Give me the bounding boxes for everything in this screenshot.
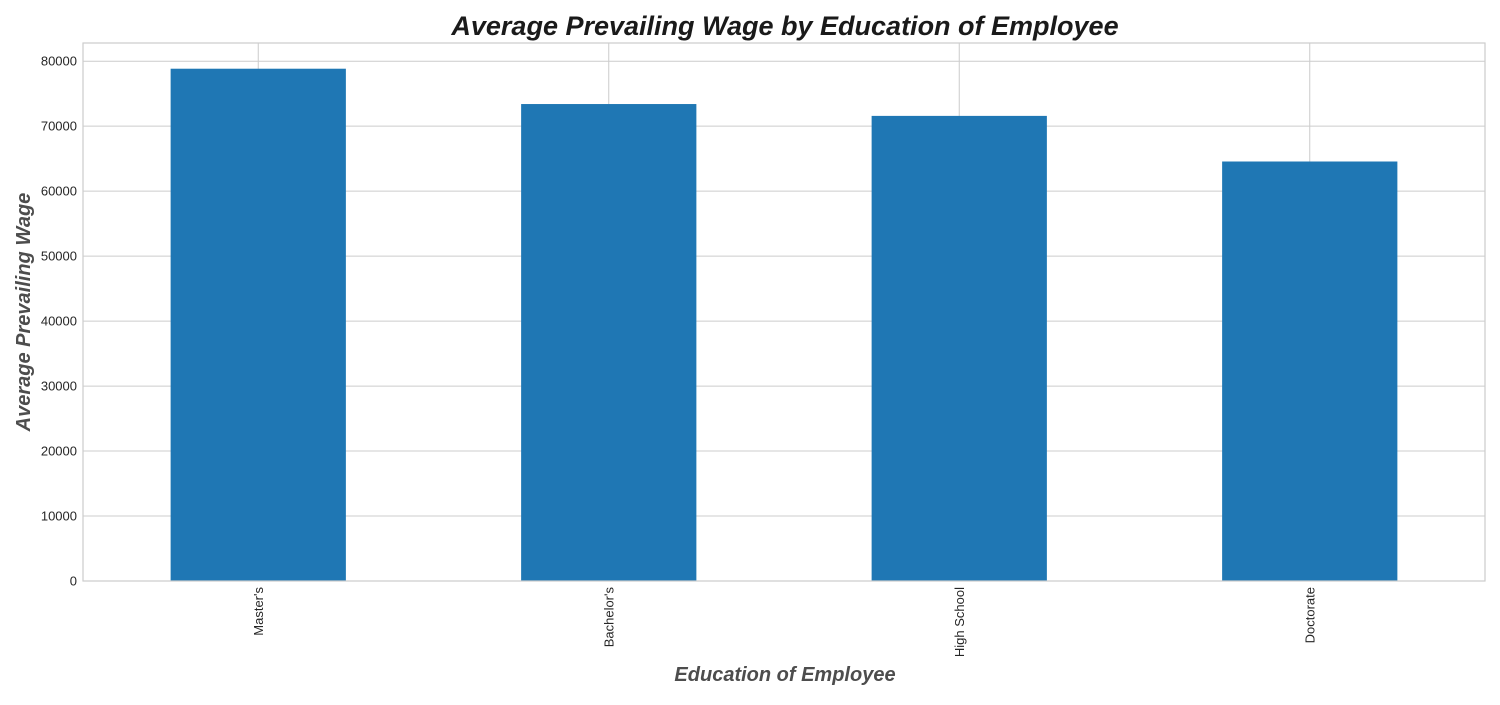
x-axis-title: Education of Employee — [674, 664, 895, 686]
y-tick-label: 80000 — [41, 54, 77, 69]
y-tick-label: 10000 — [41, 509, 77, 524]
y-tick-label: 40000 — [41, 314, 77, 329]
x-tick-label: Bachelor's — [601, 587, 616, 648]
x-tick-label: Doctorate — [1302, 587, 1317, 643]
bar — [871, 115, 1047, 582]
bar — [1222, 161, 1398, 582]
x-tick-label: Master's — [251, 587, 266, 636]
y-tick-labels: 0 10000 20000 30000 40000 50000 60000 70000 8000… — [41, 54, 77, 589]
y-tick-label: 70000 — [41, 119, 77, 134]
x-tick-labels: Master's Bachelor's High School Doctorate — [251, 587, 1318, 658]
y-tick-label: 30000 — [41, 379, 77, 394]
y-tick-label: 50000 — [41, 249, 77, 264]
y-tick-label: 20000 — [41, 444, 77, 459]
chart-title: Average Prevailing Wage by Education of … — [450, 11, 1118, 41]
y-tick-label: 60000 — [41, 184, 77, 199]
bar — [521, 104, 697, 582]
plot-frame — [82, 42, 1486, 582]
x-tick-label: High School — [952, 587, 967, 657]
bar — [170, 68, 346, 582]
bars — [170, 68, 1398, 582]
y-tick-label: 0 — [70, 574, 77, 589]
y-axis-title: Average Prevailing Wage — [13, 193, 35, 433]
